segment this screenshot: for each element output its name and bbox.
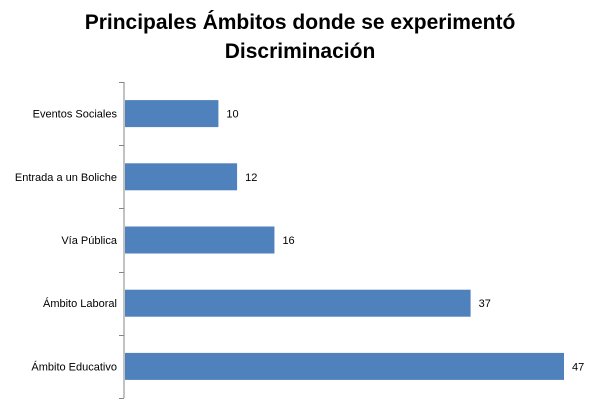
bar [125, 352, 564, 380]
bar-data-label: 12 [245, 172, 257, 184]
category-tick-label: Ámbito Laboral [43, 297, 117, 310]
category-tick-label: Ámbito Educativo [31, 360, 117, 373]
category-tick-label: Eventos Sociales [33, 109, 118, 121]
bar-data-label: 37 [479, 298, 491, 310]
bar [125, 226, 275, 254]
category-tick-label: Entrada a un Boliche [15, 172, 117, 184]
bar [125, 163, 238, 191]
category-tick-label: Vía Pública [61, 235, 118, 247]
bar-data-label: 10 [226, 109, 238, 121]
bar [125, 289, 471, 317]
bar-data-label: 16 [282, 235, 294, 247]
chart-title-line-1: Principales Ámbitos donde se experimentó [84, 11, 516, 34]
bar-data-label: 47 [572, 361, 584, 373]
chart-title: Principales Ámbitos donde se experimentó… [0, 8, 600, 66]
bar [125, 100, 219, 128]
chart-title-line-2: Discriminación [224, 40, 376, 63]
